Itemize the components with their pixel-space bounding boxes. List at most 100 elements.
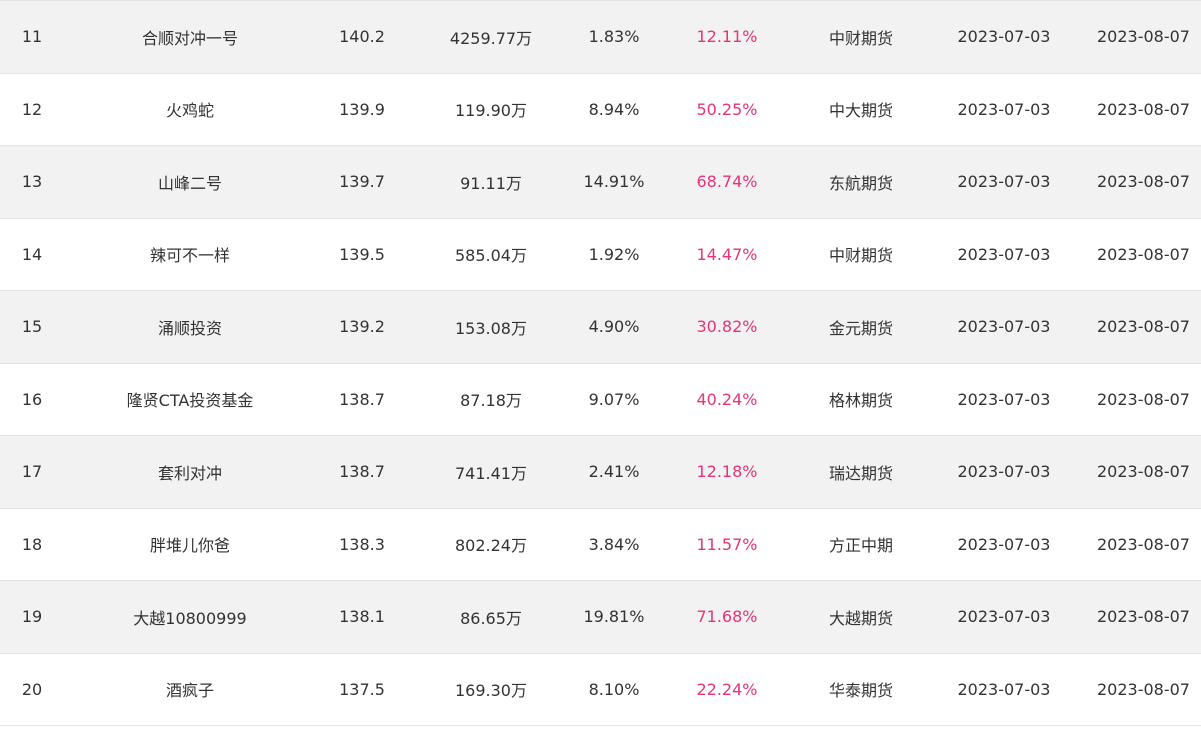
table-row[interactable]: 11 合顺对冲一号 140.2 4259.77万 1.83% 12.11% 中财… — [0, 1, 1201, 74]
table-row[interactable]: 14 辣可不一样 139.5 585.04万 1.92% 14.47% 中财期货… — [0, 218, 1201, 291]
table-row[interactable]: 13 山峰二号 139.7 91.11万 14.91% 68.74% 东航期货 … — [0, 146, 1201, 219]
broker-cell: 瑞达期货 — [828, 463, 893, 483]
rank-cell: 17 — [21, 462, 43, 482]
rank-cell: 13 — [21, 172, 43, 192]
rank-cell: 15 — [21, 317, 43, 337]
end-date-cell: 2023-08-07 — [1097, 99, 1190, 119]
broker-cell: 大越期货 — [828, 608, 893, 628]
account-name-cell: 隆贤CTA投资基金 — [126, 391, 254, 411]
rank-cell: 12 — [21, 99, 43, 119]
table-row[interactable]: 16 隆贤CTA投资基金 138.7 87.18万 9.07% 40.24% 格… — [0, 363, 1201, 436]
start-date-cell: 2023-07-03 — [957, 27, 1051, 47]
table-row[interactable]: 17 套利对冲 138.7 741.41万 2.41% 12.18% 瑞达期货 … — [0, 436, 1201, 509]
start-date-cell: 2023-07-03 — [957, 389, 1051, 409]
return-cell: 11.57% — [696, 534, 758, 554]
end-date-cell: 2023-08-07 — [1097, 389, 1190, 409]
return-cell: 50.25% — [696, 99, 758, 119]
drawdown-cell: 8.10% — [588, 679, 640, 699]
account-name-cell: 山峰二号 — [157, 173, 222, 193]
equity-cell: 169.30万 — [455, 681, 527, 701]
drawdown-cell: 19.81% — [583, 607, 645, 627]
end-date-cell: 2023-08-07 — [1097, 244, 1190, 264]
score-cell: 138.3 — [339, 534, 385, 554]
score-cell: 139.5 — [339, 244, 385, 264]
equity-cell: 153.08万 — [455, 318, 527, 338]
start-date-cell: 2023-07-03 — [957, 679, 1051, 699]
end-date-cell: 2023-08-07 — [1097, 462, 1190, 482]
start-date-cell: 2023-07-03 — [957, 534, 1051, 554]
start-date-cell: 2023-07-03 — [957, 172, 1051, 192]
start-date-cell: 2023-07-03 — [957, 607, 1051, 627]
score-cell: 139.9 — [339, 99, 385, 119]
return-cell: 30.82% — [696, 317, 758, 337]
rank-cell: 19 — [21, 607, 43, 627]
return-cell: 71.68% — [696, 607, 758, 627]
equity-cell: 91.11万 — [460, 173, 522, 193]
score-cell: 138.1 — [339, 607, 385, 627]
equity-cell: 4259.77万 — [449, 28, 533, 48]
drawdown-cell: 1.83% — [588, 27, 640, 47]
broker-cell: 华泰期货 — [828, 681, 893, 701]
table-row[interactable]: 12 火鸡蛇 139.9 119.90万 8.94% 50.25% 中大期货 2… — [0, 73, 1201, 146]
end-date-cell: 2023-08-07 — [1097, 534, 1190, 554]
drawdown-cell: 14.91% — [583, 172, 645, 192]
account-name-cell: 胖堆儿你爸 — [149, 536, 230, 556]
start-date-cell: 2023-07-03 — [957, 317, 1051, 337]
equity-cell: 802.24万 — [455, 536, 527, 556]
equity-cell: 86.65万 — [460, 608, 522, 628]
broker-cell: 东航期货 — [828, 173, 893, 193]
equity-cell: 585.04万 — [455, 246, 527, 266]
end-date-cell: 2023-08-07 — [1097, 679, 1190, 699]
drawdown-cell: 1.92% — [588, 244, 640, 264]
rank-cell: 18 — [21, 534, 43, 554]
return-cell: 12.11% — [696, 27, 758, 47]
return-cell: 12.18% — [696, 462, 758, 482]
account-name-cell: 套利对冲 — [157, 463, 222, 483]
start-date-cell: 2023-07-03 — [957, 244, 1051, 264]
end-date-cell: 2023-08-07 — [1097, 607, 1190, 627]
broker-cell: 金元期货 — [828, 318, 893, 338]
table-row[interactable]: 18 胖堆儿你爸 138.3 802.24万 3.84% 11.57% 方正中期… — [0, 508, 1201, 581]
score-cell: 138.7 — [339, 462, 385, 482]
account-name-cell: 涌顺投资 — [157, 318, 222, 338]
account-name-cell: 酒疯子 — [165, 681, 214, 701]
broker-cell: 中财期货 — [828, 28, 893, 48]
table-row[interactable]: 19 大越10800999 138.1 86.65万 19.81% 71.68%… — [0, 581, 1201, 654]
drawdown-cell: 2.41% — [588, 462, 640, 482]
broker-cell: 中财期货 — [828, 246, 893, 266]
score-cell: 140.2 — [339, 27, 385, 47]
score-cell: 137.5 — [339, 679, 385, 699]
account-name-cell: 火鸡蛇 — [165, 101, 214, 121]
broker-cell: 格林期货 — [828, 391, 893, 411]
return-cell: 68.74% — [696, 172, 758, 192]
broker-cell: 方正中期 — [828, 536, 893, 556]
equity-cell: 119.90万 — [455, 101, 527, 121]
drawdown-cell: 3.84% — [588, 534, 640, 554]
rank-cell: 16 — [21, 389, 43, 409]
return-cell: 40.24% — [696, 389, 758, 409]
start-date-cell: 2023-07-03 — [957, 99, 1051, 119]
table-row[interactable]: 20 酒疯子 137.5 169.30万 8.10% 22.24% 华泰期货 2… — [0, 653, 1201, 726]
start-date-cell: 2023-07-03 — [957, 462, 1051, 482]
score-cell: 138.7 — [339, 389, 385, 409]
rank-cell: 11 — [21, 27, 43, 47]
return-cell: 22.24% — [696, 679, 758, 699]
score-cell: 139.2 — [339, 317, 385, 337]
account-name-cell: 辣可不一样 — [149, 246, 230, 266]
rank-cell: 14 — [21, 244, 43, 264]
account-name-cell: 大越10800999 — [133, 608, 247, 628]
account-name-cell: 合顺对冲一号 — [141, 28, 238, 48]
equity-cell: 87.18万 — [460, 391, 522, 411]
end-date-cell: 2023-08-07 — [1097, 172, 1190, 192]
return-cell: 14.47% — [696, 244, 758, 264]
table-row[interactable]: 15 涌顺投资 139.2 153.08万 4.90% 30.82% 金元期货 … — [0, 291, 1201, 364]
equity-cell: 741.41万 — [455, 463, 527, 483]
score-cell: 139.7 — [339, 172, 385, 192]
drawdown-cell: 9.07% — [588, 389, 640, 409]
end-date-cell: 2023-08-07 — [1097, 27, 1190, 47]
drawdown-cell: 8.94% — [588, 99, 640, 119]
broker-cell: 中大期货 — [828, 101, 893, 121]
end-date-cell: 2023-08-07 — [1097, 317, 1190, 337]
rank-cell: 20 — [21, 679, 43, 699]
